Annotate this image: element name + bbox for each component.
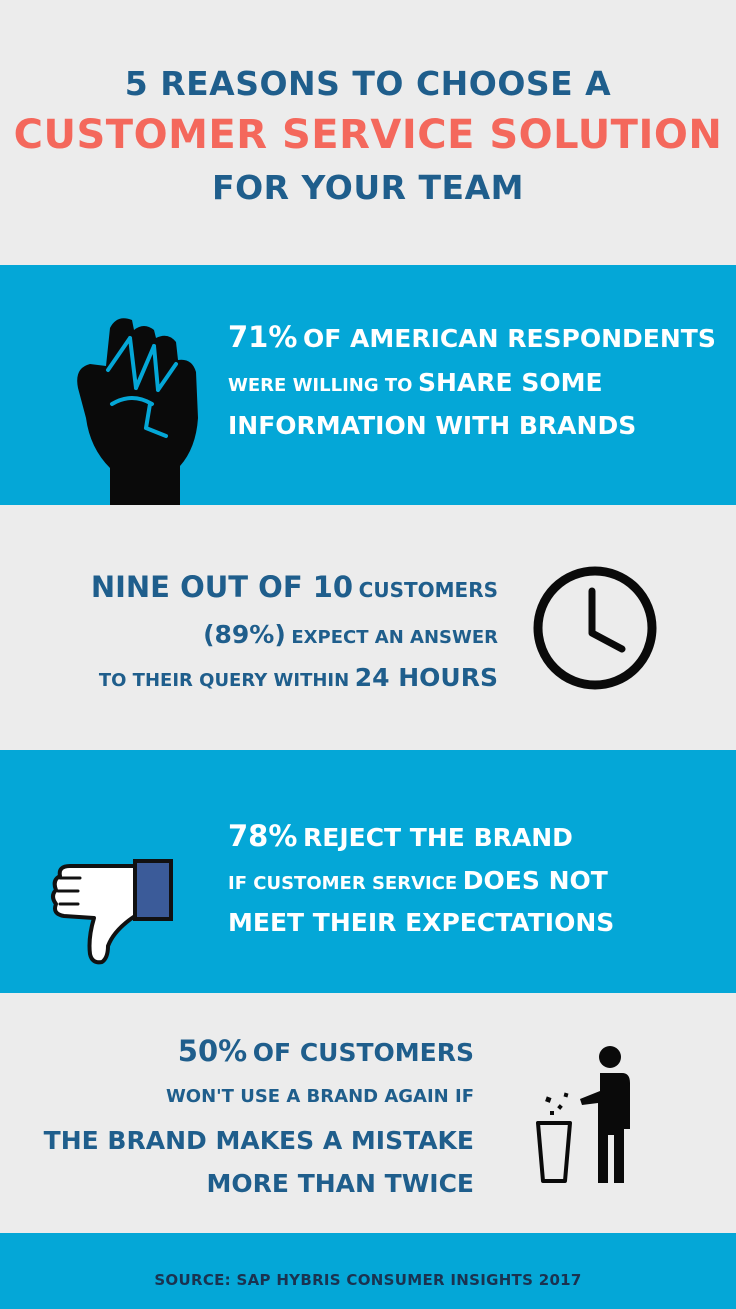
stat2-line-2-big: (89%) [203, 620, 286, 649]
stat1-percent: 71% [228, 320, 298, 354]
stat3-line-2: IF CUSTOMER SERVICE DOES NOT [228, 868, 608, 893]
stat4-percent: 50% [177, 1034, 248, 1068]
stat3-line-2-big: DOES NOT [462, 866, 608, 895]
stat-section-2: NINE OUT OF 10 CUSTOMERS (89%) EXPECT AN… [0, 505, 736, 750]
stat1-line-1: 71% OF AMERICAN RESPONDENTS [228, 323, 716, 352]
stat1-line-2-big: SHARE SOME [418, 368, 603, 397]
stat3-line-2-small: IF CUSTOMER SERVICE [228, 873, 458, 894]
header: 5 REASONS TO CHOOSE A CUSTOMER SERVICE S… [0, 0, 736, 265]
thumbs-down-icon [51, 859, 173, 965]
stat2-line-1: NINE OUT OF 10 CUSTOMERS [91, 573, 498, 602]
stat1-line-2: WERE WILLING TO SHARE SOME [228, 370, 603, 395]
clock-icon [533, 566, 657, 690]
footer: SOURCE: SAP HYBRIS CONSUMER INSIGHTS 201… [0, 1233, 736, 1309]
trash-person-icon [536, 1046, 630, 1183]
stat-section-4: 50% OF CUSTOMERS WON'T USE A BRAND AGAIN… [0, 993, 736, 1233]
stat2-line-2: (89%) EXPECT AN ANSWER [203, 622, 498, 647]
stat2-line-3-small: TO THEIR QUERY WITHIN [98, 670, 350, 691]
stat4-line-3: THE BRAND MAKES A MISTAKE [43, 1126, 474, 1155]
stat1-line-2-small: WERE WILLING TO [228, 375, 413, 396]
stat4-line-4: MORE THAN TWICE [206, 1169, 474, 1198]
source-citation: SOURCE: SAP HYBRIS CONSUMER INSIGHTS 201… [154, 1271, 582, 1289]
stat4-line-1: 50% OF CUSTOMERS [178, 1037, 474, 1066]
title-line-2: CUSTOMER SERVICE SOLUTION [13, 112, 723, 158]
stat2-line-2-small: EXPECT AN ANSWER [291, 627, 498, 648]
stat1-line-1-text: OF AMERICAN RESPONDENTS [303, 324, 716, 353]
stat4-line-2: WON'T USE A BRAND AGAIN IF [165, 1086, 474, 1107]
raised-fist-icon [77, 318, 198, 508]
stat2-line-3-big: 24 HOURS [354, 663, 498, 692]
title-line-3: FOR YOUR TEAM [212, 168, 524, 207]
stat3-line-1-text: REJECT THE BRAND [303, 823, 573, 852]
stat-section-1: 71% OF AMERICAN RESPONDENTS WERE WILLING… [0, 265, 736, 508]
stat3-line-3: MEET THEIR EXPECTATIONS [228, 908, 615, 937]
stat1-line-3: INFORMATION WITH BRANDS [228, 411, 637, 440]
stat3-percent: 78% [228, 819, 298, 853]
stat2-line-1-small: CUSTOMERS [358, 578, 498, 602]
stat-section-3: 78% REJECT THE BRAND IF CUSTOMER SERVICE… [0, 750, 736, 993]
stat2-line-1-big: NINE OUT OF 10 [90, 570, 354, 604]
stat4-line-1-text: OF CUSTOMERS [252, 1038, 474, 1067]
title-line-1: 5 REASONS TO CHOOSE A [124, 64, 612, 103]
stat2-line-3: TO THEIR QUERY WITHIN 24 HOURS [99, 665, 498, 690]
stat3-line-1: 78% REJECT THE BRAND [228, 822, 573, 851]
